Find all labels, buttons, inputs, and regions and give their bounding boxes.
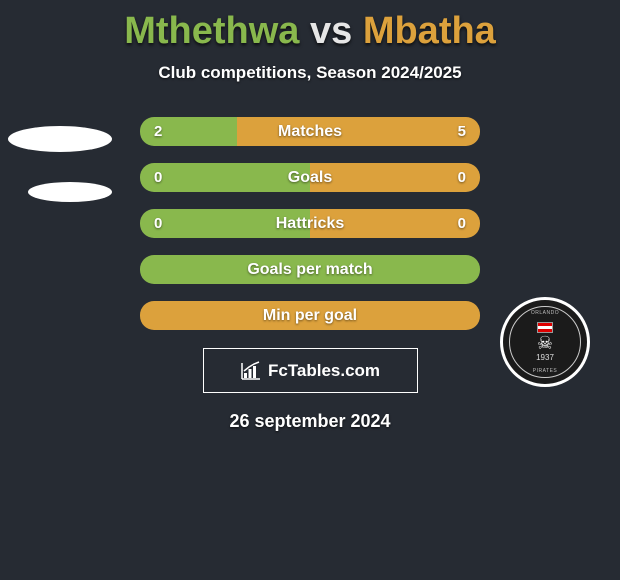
player-left-silhouette — [28, 182, 112, 202]
stats-bars-column: 25Matches00Goals00HattricksGoals per mat… — [140, 117, 480, 330]
subtitle: Club competitions, Season 2024/2025 — [0, 63, 620, 83]
club-year: 1937 — [536, 353, 554, 362]
skull-bones-icon: ☠ — [537, 334, 553, 352]
single-bar-label: Min per goal — [140, 301, 480, 330]
stat-left-value: 0 — [154, 169, 162, 186]
club-flag-icon — [537, 322, 553, 333]
vs-text: vs — [310, 10, 352, 52]
generated-date: 26 september 2024 — [0, 411, 620, 432]
player1-name: Mthethwa — [124, 10, 299, 52]
single-stat-bar: Goals per match — [140, 255, 480, 284]
bar-chart-icon — [240, 361, 262, 381]
stat-right-value: 5 — [458, 123, 466, 140]
stat-right-value: 0 — [458, 215, 466, 232]
stat-bar-right: 5 — [237, 117, 480, 146]
stat-bar-right: 0 — [310, 163, 480, 192]
comparison-content: ORLANDO ☠ 1937 PIRATES 25Matches00Goals0… — [0, 117, 620, 432]
stat-bar-left: 0 — [140, 209, 310, 238]
brand-text: FcTables.com — [268, 361, 380, 381]
stat-right-value: 0 — [458, 169, 466, 186]
stat-left-value: 2 — [154, 123, 162, 140]
single-bar-label: Goals per match — [140, 255, 480, 284]
stat-bar-right: 0 — [310, 209, 480, 238]
stat-bar-left: 0 — [140, 163, 310, 192]
stat-bar: 00Goals — [140, 163, 480, 192]
stat-bar-left: 2 — [140, 117, 237, 146]
stat-bar: 25Matches — [140, 117, 480, 146]
single-stat-bar: Min per goal — [140, 301, 480, 330]
brand-logo-box: FcTables.com — [203, 348, 418, 393]
club-name-bottom: PIRATES — [533, 368, 558, 374]
club-badge-right: ORLANDO ☠ 1937 PIRATES — [500, 297, 590, 387]
player2-name: Mbatha — [363, 10, 496, 52]
club-name-top: ORLANDO — [531, 310, 559, 316]
stat-left-value: 0 — [154, 215, 162, 232]
stat-bar: 00Hattricks — [140, 209, 480, 238]
player-left-silhouette — [8, 126, 112, 152]
page-title: Mthethwa vs Mbatha — [0, 0, 620, 53]
